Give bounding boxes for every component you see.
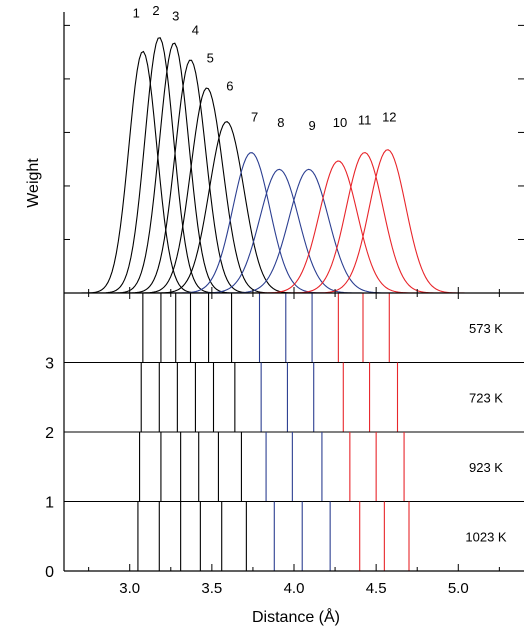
y-tick-label: 3 xyxy=(45,356,54,373)
peak-label-11: 11 xyxy=(358,112,372,127)
peak-label-3: 3 xyxy=(172,8,179,23)
x-tick-label: 3.5 xyxy=(201,580,222,597)
peak-label-7: 7 xyxy=(251,110,258,125)
row-label: 923 K xyxy=(469,460,503,475)
y-axis-label: Weight xyxy=(25,158,42,208)
y-tick-label: 0 xyxy=(45,564,54,581)
x-tick-label: 5.0 xyxy=(448,580,469,597)
x-tick-label: 3.0 xyxy=(119,580,140,597)
row-label: 1023 K xyxy=(465,529,507,544)
peak-label-12: 12 xyxy=(382,110,396,125)
peak-label-8: 8 xyxy=(277,115,284,130)
x-tick-label: 4.5 xyxy=(366,580,387,597)
peak-label-1: 1 xyxy=(133,6,140,21)
y-tick-label: 2 xyxy=(45,425,54,442)
peak-label-5: 5 xyxy=(207,51,214,66)
row-label: 573 K xyxy=(469,321,503,336)
peak-label-2: 2 xyxy=(152,3,159,18)
row-label: 723 K xyxy=(469,390,503,405)
peak-label-9: 9 xyxy=(308,118,315,133)
peak-label-4: 4 xyxy=(192,23,199,38)
y-tick-label: 1 xyxy=(45,495,54,512)
peak-label-10: 10 xyxy=(333,115,347,130)
x-axis-label: Distance (Å) xyxy=(252,607,340,626)
x-tick-label: 4.0 xyxy=(284,580,305,597)
peak-label-6: 6 xyxy=(226,79,233,94)
bottom-panel-rows: 573 K 723 K 923 K 1023 K xyxy=(64,292,524,571)
